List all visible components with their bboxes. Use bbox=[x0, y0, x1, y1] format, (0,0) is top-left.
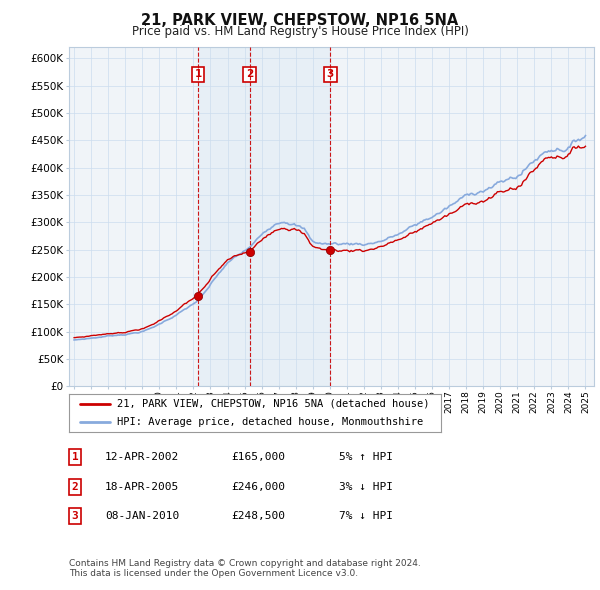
Text: Price paid vs. HM Land Registry's House Price Index (HPI): Price paid vs. HM Land Registry's House … bbox=[131, 25, 469, 38]
Text: 18-APR-2005: 18-APR-2005 bbox=[105, 482, 179, 491]
Text: This data is licensed under the Open Government Licence v3.0.: This data is licensed under the Open Gov… bbox=[69, 569, 358, 578]
Bar bbox=[250, 47, 331, 386]
Text: 1: 1 bbox=[194, 70, 202, 79]
Text: 21, PARK VIEW, CHEPSTOW, NP16 5NA: 21, PARK VIEW, CHEPSTOW, NP16 5NA bbox=[142, 13, 458, 28]
Text: £165,000: £165,000 bbox=[231, 453, 285, 462]
Text: 1: 1 bbox=[71, 453, 79, 462]
Text: £248,500: £248,500 bbox=[231, 512, 285, 521]
Text: Contains HM Land Registry data © Crown copyright and database right 2024.: Contains HM Land Registry data © Crown c… bbox=[69, 559, 421, 568]
Text: £246,000: £246,000 bbox=[231, 482, 285, 491]
Text: 7% ↓ HPI: 7% ↓ HPI bbox=[339, 512, 393, 521]
Text: 3: 3 bbox=[71, 512, 79, 521]
Text: 3% ↓ HPI: 3% ↓ HPI bbox=[339, 482, 393, 491]
Text: 08-JAN-2010: 08-JAN-2010 bbox=[105, 512, 179, 521]
Text: 3: 3 bbox=[326, 70, 334, 79]
Text: 12-APR-2002: 12-APR-2002 bbox=[105, 453, 179, 462]
Bar bbox=[198, 47, 250, 386]
Text: 2: 2 bbox=[71, 482, 79, 491]
Text: 21, PARK VIEW, CHEPSTOW, NP16 5NA (detached house): 21, PARK VIEW, CHEPSTOW, NP16 5NA (detac… bbox=[118, 399, 430, 409]
Text: HPI: Average price, detached house, Monmouthshire: HPI: Average price, detached house, Monm… bbox=[118, 417, 424, 427]
Text: 2: 2 bbox=[246, 70, 253, 79]
Text: 5% ↑ HPI: 5% ↑ HPI bbox=[339, 453, 393, 462]
